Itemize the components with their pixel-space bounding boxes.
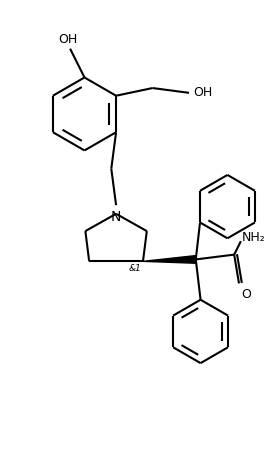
- Text: &1: &1: [128, 264, 141, 273]
- Text: OH: OH: [193, 86, 212, 99]
- Text: N: N: [111, 210, 121, 224]
- Polygon shape: [143, 255, 196, 263]
- Text: OH: OH: [58, 33, 78, 46]
- Text: NH₂: NH₂: [242, 231, 266, 244]
- Text: O: O: [241, 288, 251, 301]
